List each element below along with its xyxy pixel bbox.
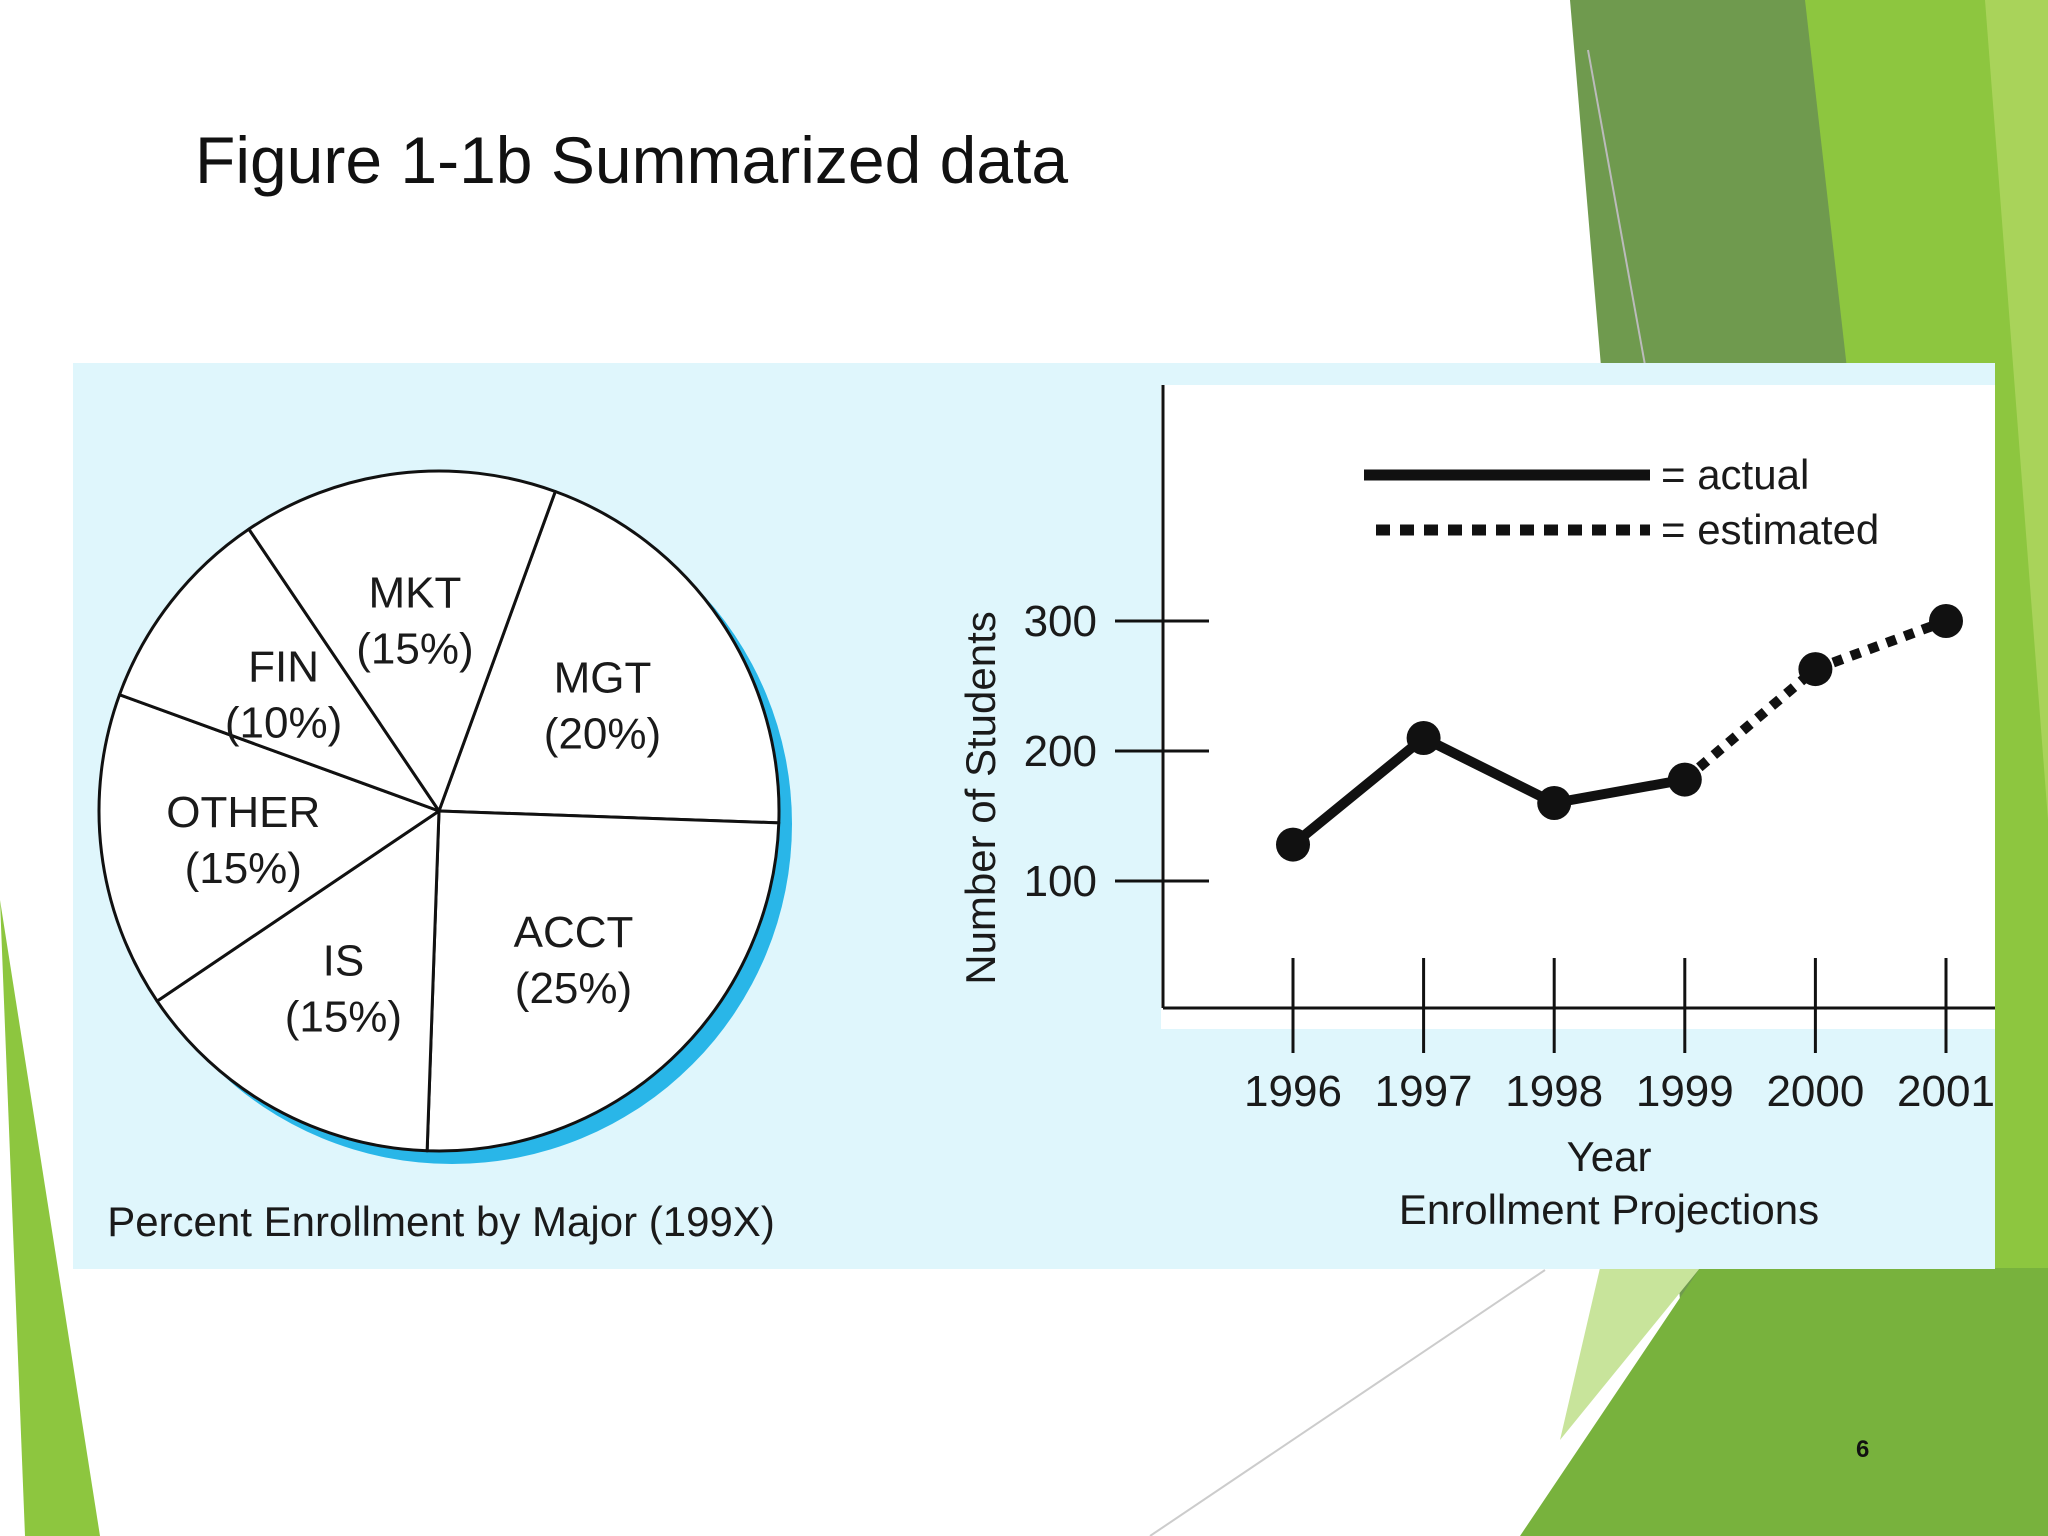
pie-value-label-other: (15%) [185,844,302,893]
pie-label-mkt: MKT [369,568,462,617]
pie-value-label-is: (15%) [285,992,402,1041]
decor-bottom-green [1520,1268,2048,1536]
enrollment-line-chart: 100 200 300 1996 1997 1998 1999 2000 2001 Numbe… [957,385,1995,1233]
pie-label-mgt: MGT [554,654,652,703]
decor-stripe-mid [1985,0,2048,820]
pie-slice-fin [118,527,441,813]
data-point-1999 [1667,762,1702,797]
pie-slice-mkt [247,469,557,813]
legend-estimated-label: = estimated [1661,506,1879,553]
x-tick-label-1999: 1999 [1636,1067,1734,1116]
x-tick-label-1998: 1998 [1505,1067,1603,1116]
x-ticks: 1996 1997 1998 1999 2000 2001 [1244,958,1995,1116]
pie-label-fin: FIN [248,643,319,692]
legend: = actual = estimated [1364,451,1879,553]
x-tick-label-2001: 2001 [1897,1067,1995,1116]
y-tick-label-200: 200 [1024,727,1097,776]
x-tick-label-1996: 1996 [1244,1067,1342,1116]
pie-slices [97,469,781,1153]
pie-caption: Percent Enrollment by Major (199X) [107,1198,775,1245]
decor-left-stripe [0,900,100,1536]
data-point-2001 [1929,604,1963,638]
pie-value-label-acct: (25%) [515,964,632,1013]
series-points [1276,604,1963,862]
legend-actual-label: = actual [1661,451,1809,498]
y-tick-label-100: 100 [1024,857,1097,906]
line-caption: Enrollment Projections [1399,1186,1819,1233]
pie-label-other: OTHER [166,788,320,837]
data-point-1997 [1406,721,1441,755]
series-line-actual [1289,733,1686,849]
enrollment-pie-chart: MGT (20%) ACCT (25%) IS (15%) OTHER (15%) FIN (10… [97,469,792,1245]
page-number: 6 [1856,1436,1870,1463]
pie-label-acct: ACCT [514,908,634,957]
pie-slice-other [97,693,441,1003]
pie-labels: MGT (20%) ACCT (25%) IS (15%) OTHER (15%) FIN (10… [166,568,661,1041]
x-axis-title: Year [1567,1133,1652,1180]
line-plot-area [1161,385,1995,1029]
pie-value-label-mgt: (20%) [544,710,661,759]
data-point-1998 [1537,786,1572,820]
data-point-2000 [1798,652,1833,687]
y-tick-label-300: 300 [1024,597,1097,646]
x-tick-label-2000: 2000 [1766,1067,1864,1116]
pie-value-label-mkt: (15%) [356,624,473,673]
slide-title: Figure 1-1b Summarized data [195,123,1069,197]
data-point-1996 [1276,827,1310,862]
decor-line [1587,49,1646,366]
pie-value-label-fin: (10%) [225,699,342,748]
y-axis-title: Number of Students [957,611,1004,985]
pie-slice-is [155,809,441,1153]
decor-bottom-pale [1560,1268,1700,1440]
pie-label-is: IS [323,936,365,985]
pie-slice-mgt [437,490,781,825]
x-tick-label-1997: 1997 [1375,1067,1473,1116]
decor-line-bottom [1149,1269,1546,1536]
pie-slice-acct [425,809,781,1153]
y-ticks: 100 200 300 [1024,597,1209,906]
